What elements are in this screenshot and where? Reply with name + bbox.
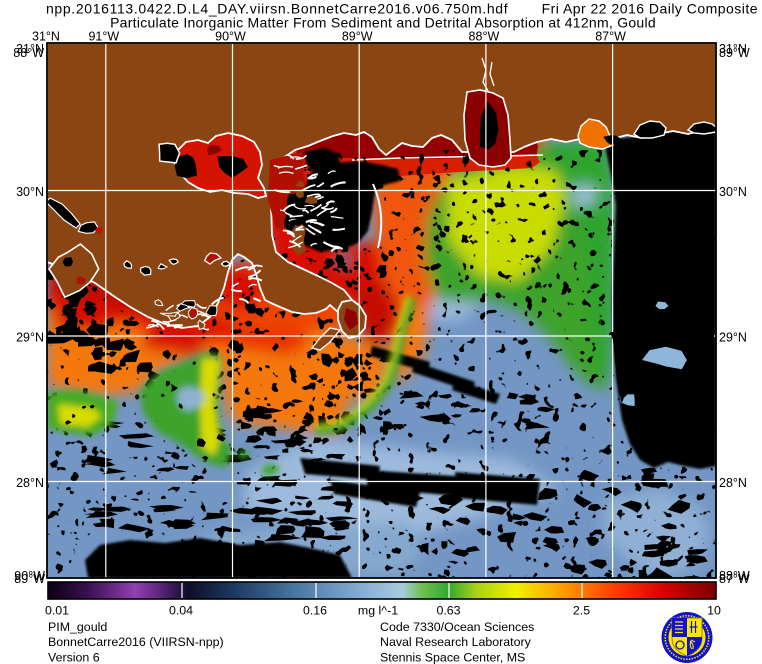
svg-text:0.63: 0.63 bbox=[436, 604, 460, 618]
svg-text:88°W: 88°W bbox=[13, 46, 44, 60]
svg-text:Fri Apr 22 2016 Daily Composit: Fri Apr 22 2016 Daily Composite bbox=[542, 1, 758, 17]
svg-text:30°N: 30°N bbox=[16, 185, 44, 199]
svg-text:29°N: 29°N bbox=[719, 331, 747, 345]
svg-text:89°W: 89°W bbox=[342, 30, 373, 44]
svg-text:0.04: 0.04 bbox=[169, 604, 193, 618]
svg-text:91°W: 91°W bbox=[88, 30, 119, 44]
svg-text:88°W: 88°W bbox=[719, 569, 750, 583]
svg-text:31°N: 31°N bbox=[719, 42, 747, 56]
svg-text:28°N: 28°N bbox=[719, 476, 747, 490]
svg-text:Naval Research Laboratory: Naval Research Laboratory bbox=[380, 635, 532, 649]
svg-text:BonnetCarre2016 (VIIRSN-npp): BonnetCarre2016 (VIIRSN-npp) bbox=[48, 635, 224, 649]
svg-text:Stennis Space Center, MS: Stennis Space Center, MS bbox=[380, 651, 525, 664]
svg-text:10: 10 bbox=[707, 604, 721, 618]
svg-text:89°W: 89°W bbox=[719, 46, 750, 60]
svg-text:Version 6: Version 6 bbox=[48, 651, 100, 664]
svg-text:89°W: 89°W bbox=[14, 572, 45, 586]
svg-text:90°W: 90°W bbox=[215, 30, 246, 44]
svg-text:Particulate Inorganic Matter F: Particulate Inorganic Matter From Sedime… bbox=[110, 15, 656, 31]
svg-text:31°N: 31°N bbox=[16, 42, 44, 56]
svg-text:28°N: 28°N bbox=[16, 476, 44, 490]
svg-text:88°W: 88°W bbox=[469, 30, 500, 44]
svg-text:PIM_gould: PIM_gould bbox=[48, 620, 107, 634]
svg-text:Code 7330/Ocean Sciences: Code 7330/Ocean Sciences bbox=[380, 620, 534, 634]
svg-text:0.01: 0.01 bbox=[45, 604, 69, 618]
svg-text:31°N: 31°N bbox=[32, 30, 60, 44]
svg-text:2.5: 2.5 bbox=[573, 604, 590, 618]
svg-text:30°N: 30°N bbox=[719, 185, 747, 199]
svg-text:90°W: 90°W bbox=[14, 569, 45, 583]
svg-text:87°W: 87°W bbox=[719, 572, 750, 586]
svg-text:npp.2016113.0422.D.L4_DAY.viir: npp.2016113.0422.D.L4_DAY.viirsn.BonnetC… bbox=[46, 1, 508, 17]
svg-text:0.16: 0.16 bbox=[303, 604, 327, 618]
svg-text:29°N: 29°N bbox=[16, 331, 44, 345]
svg-text:mg l^-1: mg l^-1 bbox=[358, 604, 398, 618]
svg-text:87°W: 87°W bbox=[595, 30, 626, 44]
